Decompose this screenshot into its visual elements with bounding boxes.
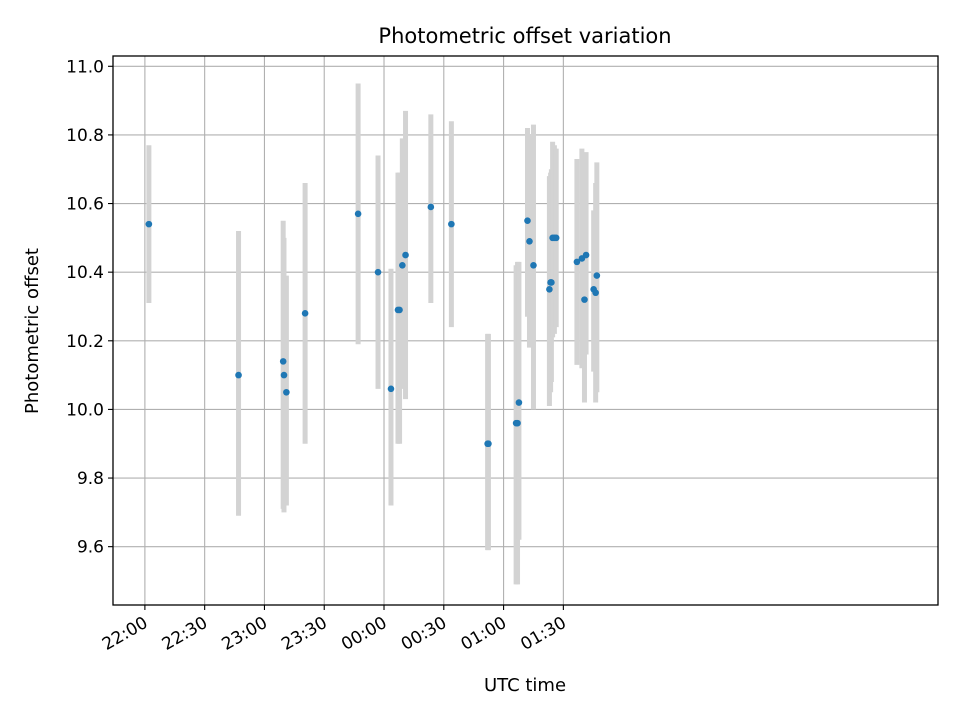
y-tick-label: 10.2 [66,332,104,352]
y-tick-label: 9.8 [77,469,104,489]
data-point [235,371,242,379]
data-point [399,262,406,269]
data-point [280,371,288,379]
data-point [581,296,588,303]
y-axis-label: Photometric offset [22,248,43,414]
data-point [283,388,290,396]
data-point [301,310,309,317]
y-tick-label: 10.4 [66,263,104,283]
data-point [530,262,537,269]
x-axis-label: UTC time [484,675,566,696]
data-point [582,251,590,259]
data-point [374,268,382,276]
data-point [515,399,523,406]
data-point [573,258,581,266]
y-tick-label: 9.6 [77,538,104,558]
data-point [485,440,492,448]
data-point [279,358,287,365]
data-point [387,385,395,393]
data-point [526,237,533,245]
data-point [427,203,435,211]
y-tick-label: 10.6 [66,195,104,215]
y-tick-label: 10.0 [66,400,104,420]
data-point [402,251,409,259]
data-points [145,203,601,448]
data-point [552,234,560,242]
data-point [514,419,521,427]
chart-title: Photometric offset variation [378,24,671,48]
data-point [145,220,153,228]
data-point [448,220,455,228]
data-point [593,272,601,279]
data-point [546,286,553,293]
y-tick-label: 10.8 [66,126,104,146]
y-axis-ticks: 9.6 9.8 10.0 10.2 10.4 10.6 10.8 11.0 [66,57,113,558]
data-point [548,279,555,286]
data-point [524,217,531,224]
y-tick-label: 11.0 [66,57,104,77]
plot-frame [112,55,939,606]
data-point [354,210,362,218]
data-point [396,306,403,314]
data-point [592,289,599,297]
